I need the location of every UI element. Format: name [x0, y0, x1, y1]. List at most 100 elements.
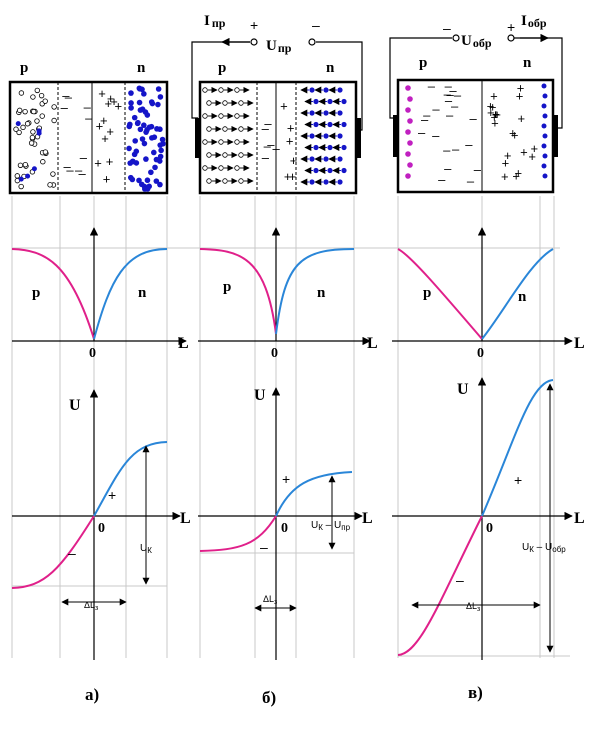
electron: [327, 144, 333, 151]
acceptor-ion: –: [264, 139, 272, 154]
donor-ion: +: [517, 80, 525, 95]
electron: [542, 133, 548, 139]
current-label-c: Iобр: [521, 13, 547, 30]
donor-ion: +: [491, 115, 499, 130]
electron: [31, 166, 37, 172]
hole: [206, 126, 212, 132]
electron: [323, 110, 329, 116]
hole: [202, 139, 208, 145]
electron: [313, 121, 319, 128]
hole: [51, 117, 57, 124]
electron: [323, 179, 329, 185]
dens-L-b: L: [367, 335, 378, 352]
electron: [341, 121, 347, 128]
electron: [142, 186, 148, 192]
pot-L-c: L: [574, 510, 585, 527]
hole: [202, 113, 208, 119]
hole: [222, 126, 228, 132]
electron: [18, 176, 24, 182]
pot-plus-a: +: [108, 487, 116, 503]
hole: [24, 121, 31, 127]
donor-ion: +: [290, 153, 298, 168]
hole: [14, 173, 20, 179]
hole: [218, 113, 224, 119]
hole: [28, 140, 35, 146]
acceptor-ion: –: [85, 110, 93, 125]
potential-p-curve-b: [199, 515, 277, 552]
electron: [323, 156, 329, 162]
electron: [129, 176, 136, 183]
hole: [405, 173, 411, 179]
width-label-b: ΔLз: [263, 594, 277, 606]
pot-minus-b: –: [260, 539, 268, 555]
donor-ion: +: [110, 94, 118, 109]
electron: [157, 94, 164, 100]
donor-ion: +: [492, 107, 500, 122]
acceptor-ion: –: [267, 137, 275, 152]
dens-L-a: L: [178, 335, 189, 352]
electron: [309, 87, 315, 93]
acceptor-ion: –: [452, 141, 460, 156]
pot-plus-b: +: [282, 471, 290, 487]
electron: [128, 105, 134, 111]
acceptor-ion: –: [75, 162, 83, 177]
donor-ion: +: [493, 107, 501, 122]
density-p-curve-a: [11, 248, 95, 340]
acceptor-ion: –: [262, 150, 270, 165]
donor-ion: +: [490, 88, 498, 103]
electron: [141, 122, 147, 129]
region-n-c: n: [523, 55, 532, 71]
electron: [327, 121, 333, 128]
hole: [234, 113, 240, 119]
hole: [22, 161, 29, 168]
hole: [407, 118, 413, 124]
acceptor-ion: –: [423, 107, 431, 122]
acceptor-ion: –: [445, 93, 453, 108]
hole: [218, 87, 224, 93]
acceptor-ion: –: [444, 161, 452, 176]
electron: [542, 93, 548, 99]
electron: [146, 183, 152, 190]
electron: [136, 99, 143, 106]
electron: [131, 114, 138, 121]
acceptor-ion: –: [474, 162, 482, 177]
electron: [157, 181, 163, 188]
donor-ion: +: [100, 113, 108, 128]
hole: [206, 178, 212, 184]
acceptor-ion: –: [78, 166, 86, 181]
electron: [309, 156, 315, 162]
electron: [323, 87, 329, 93]
hole: [17, 162, 24, 168]
hole: [18, 90, 25, 96]
donor-ion: +: [106, 124, 114, 139]
potential-p-curve-c: [397, 515, 483, 656]
electron: [126, 123, 133, 130]
dens-n-c: n: [518, 289, 527, 305]
electron: [337, 133, 343, 139]
potential-n-curve-a: [93, 441, 168, 517]
dens-p-a: p: [32, 285, 40, 301]
hole: [34, 118, 40, 124]
electron: [309, 133, 315, 139]
donor-ion: +: [107, 91, 115, 106]
donor-ion: +: [94, 156, 102, 171]
hole: [234, 139, 240, 145]
hole: [222, 152, 228, 158]
electron: [541, 83, 547, 89]
potential-p-curve-a: [11, 515, 95, 589]
donor-ion: +: [115, 99, 123, 114]
electron: [327, 167, 333, 174]
acceptor-ion: –: [80, 150, 88, 165]
electron: [151, 134, 158, 140]
panel-c-circuit-labels: – Uобр + Iобр: [443, 13, 547, 50]
electron: [313, 144, 319, 151]
hole: [47, 182, 53, 188]
caption-a: а): [85, 685, 99, 704]
electron: [137, 126, 144, 133]
electron: [138, 181, 145, 188]
hole: [39, 113, 45, 119]
donor-ion: +: [280, 99, 288, 114]
hole: [29, 134, 36, 141]
electron: [143, 156, 149, 162]
donor-ion: +: [489, 100, 497, 115]
